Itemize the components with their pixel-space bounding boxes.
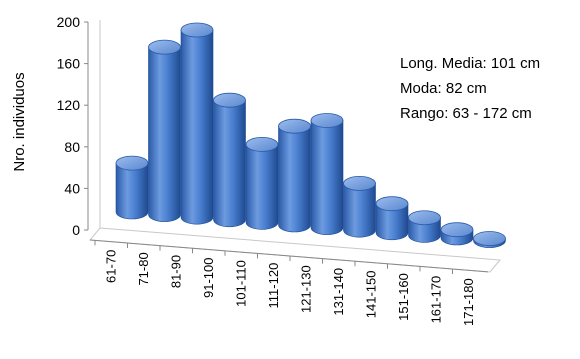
bar-top bbox=[310, 113, 344, 128]
y-tick-label: 40 bbox=[64, 180, 80, 196]
bar-top bbox=[180, 22, 214, 38]
x-tick-label: 161-170 bbox=[428, 276, 443, 324]
x-tick-label: 101-110 bbox=[233, 260, 248, 307]
bar-top bbox=[148, 39, 181, 55]
bar-body bbox=[115, 162, 149, 220]
x-tick-label: 91-100 bbox=[201, 258, 216, 298]
plot-frame bbox=[88, 20, 502, 273]
bar bbox=[148, 39, 181, 222]
bar-top bbox=[245, 136, 279, 152]
bar-body bbox=[278, 125, 311, 233]
bar bbox=[245, 136, 279, 230]
bar bbox=[343, 175, 376, 238]
y-tick-label: 160 bbox=[57, 56, 81, 72]
bar-body bbox=[245, 144, 279, 230]
bar-top bbox=[473, 231, 506, 246]
bars-group bbox=[115, 22, 506, 248]
bar bbox=[180, 22, 214, 225]
bar bbox=[115, 155, 149, 220]
y-tick-label: 80 bbox=[64, 139, 80, 155]
bar bbox=[473, 231, 506, 248]
x-tick-label: 171-180 bbox=[461, 278, 476, 326]
annotation-mean-length: Long. Media: 101 cm bbox=[400, 55, 541, 72]
bar bbox=[278, 118, 311, 233]
x-tick-label: 131-140 bbox=[331, 268, 346, 316]
bar-body bbox=[180, 29, 214, 225]
x-tick-label: 61-70 bbox=[103, 250, 118, 283]
x-axis: 61-70 71-80 81-90 91-100 101-110 111-120 121-1… bbox=[89, 239, 489, 326]
annotation-range: Rango: 63 - 172 cm bbox=[400, 105, 532, 122]
x-axis-line bbox=[89, 239, 489, 273]
bar-top bbox=[408, 210, 441, 226]
bar bbox=[375, 196, 409, 241]
x-tick-label: 151-160 bbox=[396, 273, 411, 321]
bar bbox=[310, 113, 344, 235]
bar-body bbox=[310, 120, 344, 235]
y-tick-label: 0 bbox=[72, 222, 80, 238]
y-axis-label: Nro. individuos bbox=[11, 72, 28, 171]
y-axis: 0 40 80 120 160 200 bbox=[57, 14, 89, 238]
x-tick-label: 121-130 bbox=[298, 265, 313, 313]
bar-body bbox=[343, 183, 376, 238]
bar bbox=[440, 222, 474, 246]
y-tick-label: 120 bbox=[57, 97, 81, 113]
bar-body bbox=[213, 99, 246, 228]
x-tick-label: 141-150 bbox=[363, 271, 378, 319]
bar-top bbox=[375, 196, 409, 212]
x-tick-label: 71-80 bbox=[136, 252, 151, 285]
annotation-mode: Moda: 82 cm bbox=[400, 80, 487, 97]
bar-top bbox=[278, 118, 311, 134]
bar-top bbox=[115, 155, 149, 171]
bar bbox=[213, 92, 246, 228]
bar-top bbox=[440, 222, 474, 238]
floor bbox=[88, 227, 502, 273]
x-tick-label: 81-90 bbox=[168, 255, 183, 288]
bar-body bbox=[375, 203, 409, 241]
bar-body bbox=[148, 46, 181, 222]
bar-top bbox=[213, 92, 246, 108]
x-tick-label: 111-120 bbox=[266, 263, 281, 309]
y-tick-label: 200 bbox=[57, 14, 81, 30]
bar bbox=[408, 210, 441, 243]
bar-top bbox=[343, 175, 376, 191]
